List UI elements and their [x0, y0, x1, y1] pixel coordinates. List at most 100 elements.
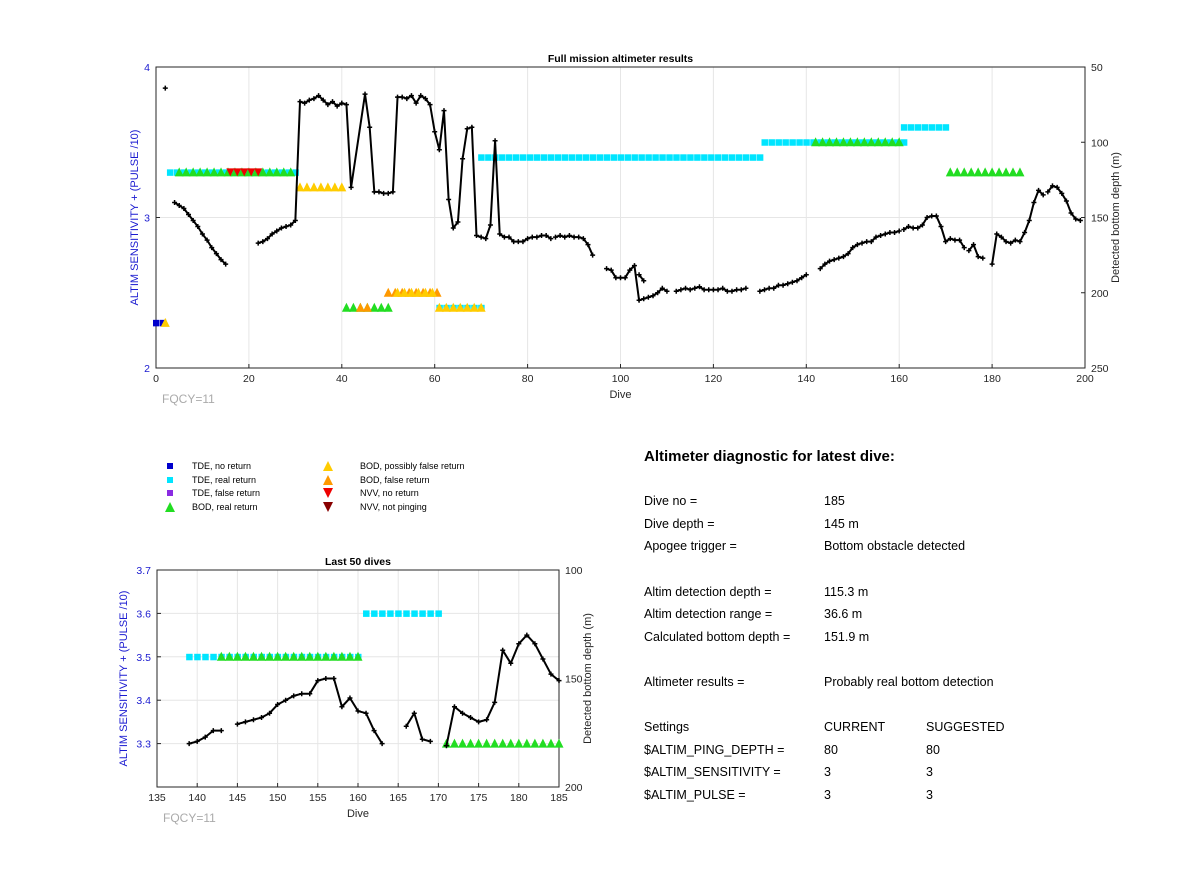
bottom-depth-point — [199, 231, 205, 237]
bottom-depth-point — [376, 189, 382, 195]
bottom-depth-point — [938, 224, 944, 230]
x-tick-label: 160 — [349, 792, 367, 804]
bottom-depth-point — [636, 297, 642, 303]
bottom-depth-point — [320, 97, 326, 103]
bottom-depth-point — [385, 190, 391, 196]
marker-tde_real — [371, 610, 378, 617]
bottom-depth-point — [785, 281, 791, 287]
legend-item-tde-no-return: TDE, no return — [164, 460, 251, 472]
bottom-depth-point — [734, 287, 740, 293]
marker-bod_real — [224, 651, 234, 661]
marker-bod_real — [880, 137, 890, 147]
bottom-depth-point — [172, 199, 178, 205]
bottom-depth-point — [975, 254, 981, 260]
bottom-depth-point — [516, 641, 522, 647]
marker-bod_real — [818, 137, 828, 147]
bottom-depth-point — [831, 257, 837, 263]
bottom-depth-point — [641, 296, 647, 302]
y-tick-label: 3.5 — [136, 652, 151, 664]
legend-label: TDE, false return — [192, 488, 261, 498]
bottom-depth-point — [1017, 239, 1023, 245]
x-tick-label: 140 — [188, 792, 206, 804]
bottom-depth-point — [218, 728, 224, 734]
diag-label: Altimeter results = — [644, 675, 745, 689]
bottom-depth-point — [664, 288, 670, 294]
bottom-depth-point — [604, 266, 610, 272]
marker-tde_real — [803, 139, 810, 146]
bottom-depth-point — [399, 94, 405, 100]
marker-bod_possibly_false — [302, 182, 312, 192]
bottom-depth-point — [608, 267, 614, 273]
marker-tde_real — [673, 154, 680, 161]
y-tick-label: 2 — [144, 363, 150, 375]
marker-bod_real — [240, 651, 250, 661]
bottom-depth-point — [998, 234, 1004, 240]
marker-bod_real — [209, 167, 219, 177]
bottom-depth-point — [460, 710, 466, 716]
bottom-depth-point — [556, 678, 562, 684]
bottom-depth-point — [315, 678, 321, 684]
marker-bod_possibly_false — [469, 302, 479, 312]
bottom-depth-point — [994, 231, 1000, 237]
bottom-depth-point — [210, 728, 216, 734]
x-tick-label: 60 — [429, 373, 441, 385]
bottom-depth-point — [822, 261, 828, 267]
marker-bod_real — [337, 651, 347, 661]
marker-bod_real — [530, 738, 540, 748]
marker-bod_real — [286, 167, 296, 177]
bottom-depth-point — [267, 710, 273, 716]
marker-tde_real — [645, 154, 652, 161]
marker-bod_possibly_false — [309, 182, 319, 192]
marker-bod_real — [825, 137, 835, 147]
bottom-depth-point — [325, 102, 331, 108]
marker-nvv_no_return — [254, 168, 263, 177]
bottom-depth-point — [789, 279, 795, 285]
marker-bod_real — [232, 651, 242, 661]
diag-label: Calculated bottom depth = — [644, 630, 791, 644]
marker-bod_possibly_false — [455, 302, 465, 312]
bottom-depth-point — [520, 239, 526, 245]
marker-tde_real — [540, 154, 548, 161]
bottom-depth-point — [255, 240, 261, 246]
bottom-depth-point — [552, 234, 558, 240]
marker-tde_real — [735, 154, 743, 161]
marker-bod_real — [482, 738, 492, 748]
marker-bod_real — [376, 302, 386, 312]
marker-bod_possibly_false — [323, 182, 333, 192]
marker-tde_real — [708, 154, 715, 161]
marker-tde_real — [526, 154, 534, 161]
full-mission-chart: 0 20 40 60 80 100 120 140 160 180 200 2 3 4 50 100 150 20… — [129, 53, 1122, 406]
bottom-depth-point — [469, 124, 475, 130]
y2-tick-label: 100 — [565, 565, 583, 577]
y2-tick-label: 50 — [1091, 62, 1103, 74]
bottom-depth-point — [1022, 230, 1028, 236]
marker-bod_possibly_false — [316, 182, 326, 192]
bottom-depth-point — [464, 126, 470, 132]
bottom-depth-point — [288, 222, 294, 228]
setting-current: 3 — [824, 788, 831, 802]
bottom-depth-point — [311, 96, 317, 102]
x-tick-label: 185 — [550, 792, 568, 804]
legend-label: TDE, no return — [192, 461, 252, 471]
y2-tick-label: 200 — [1091, 288, 1109, 300]
bottom-depth-point — [306, 97, 312, 103]
y-tick-label: 3 — [144, 213, 150, 225]
bottom-depth-point — [1054, 184, 1060, 190]
setting-label: $ALTIM_SENSITIVITY = — [644, 765, 781, 779]
bottom-depth-point — [316, 93, 322, 99]
bottom-depth-point — [408, 93, 414, 99]
diag-value: Bottom obstacle detected — [824, 539, 966, 553]
bottom-depth-point — [204, 237, 210, 243]
bottom-depth-point — [548, 671, 554, 677]
marker-bod_real — [811, 137, 821, 147]
legend-label: BOD, false return — [360, 475, 430, 485]
bottom-depth-point — [339, 100, 345, 106]
bottom-depth-point — [696, 284, 702, 290]
frequency-note: FQCY=11 — [162, 392, 215, 406]
x-tick-label: 145 — [229, 792, 247, 804]
marker-tde_real — [533, 154, 541, 161]
bottom-depth-point — [882, 231, 888, 237]
marker-tde_real — [659, 154, 666, 161]
bottom-depth-point — [919, 222, 925, 228]
